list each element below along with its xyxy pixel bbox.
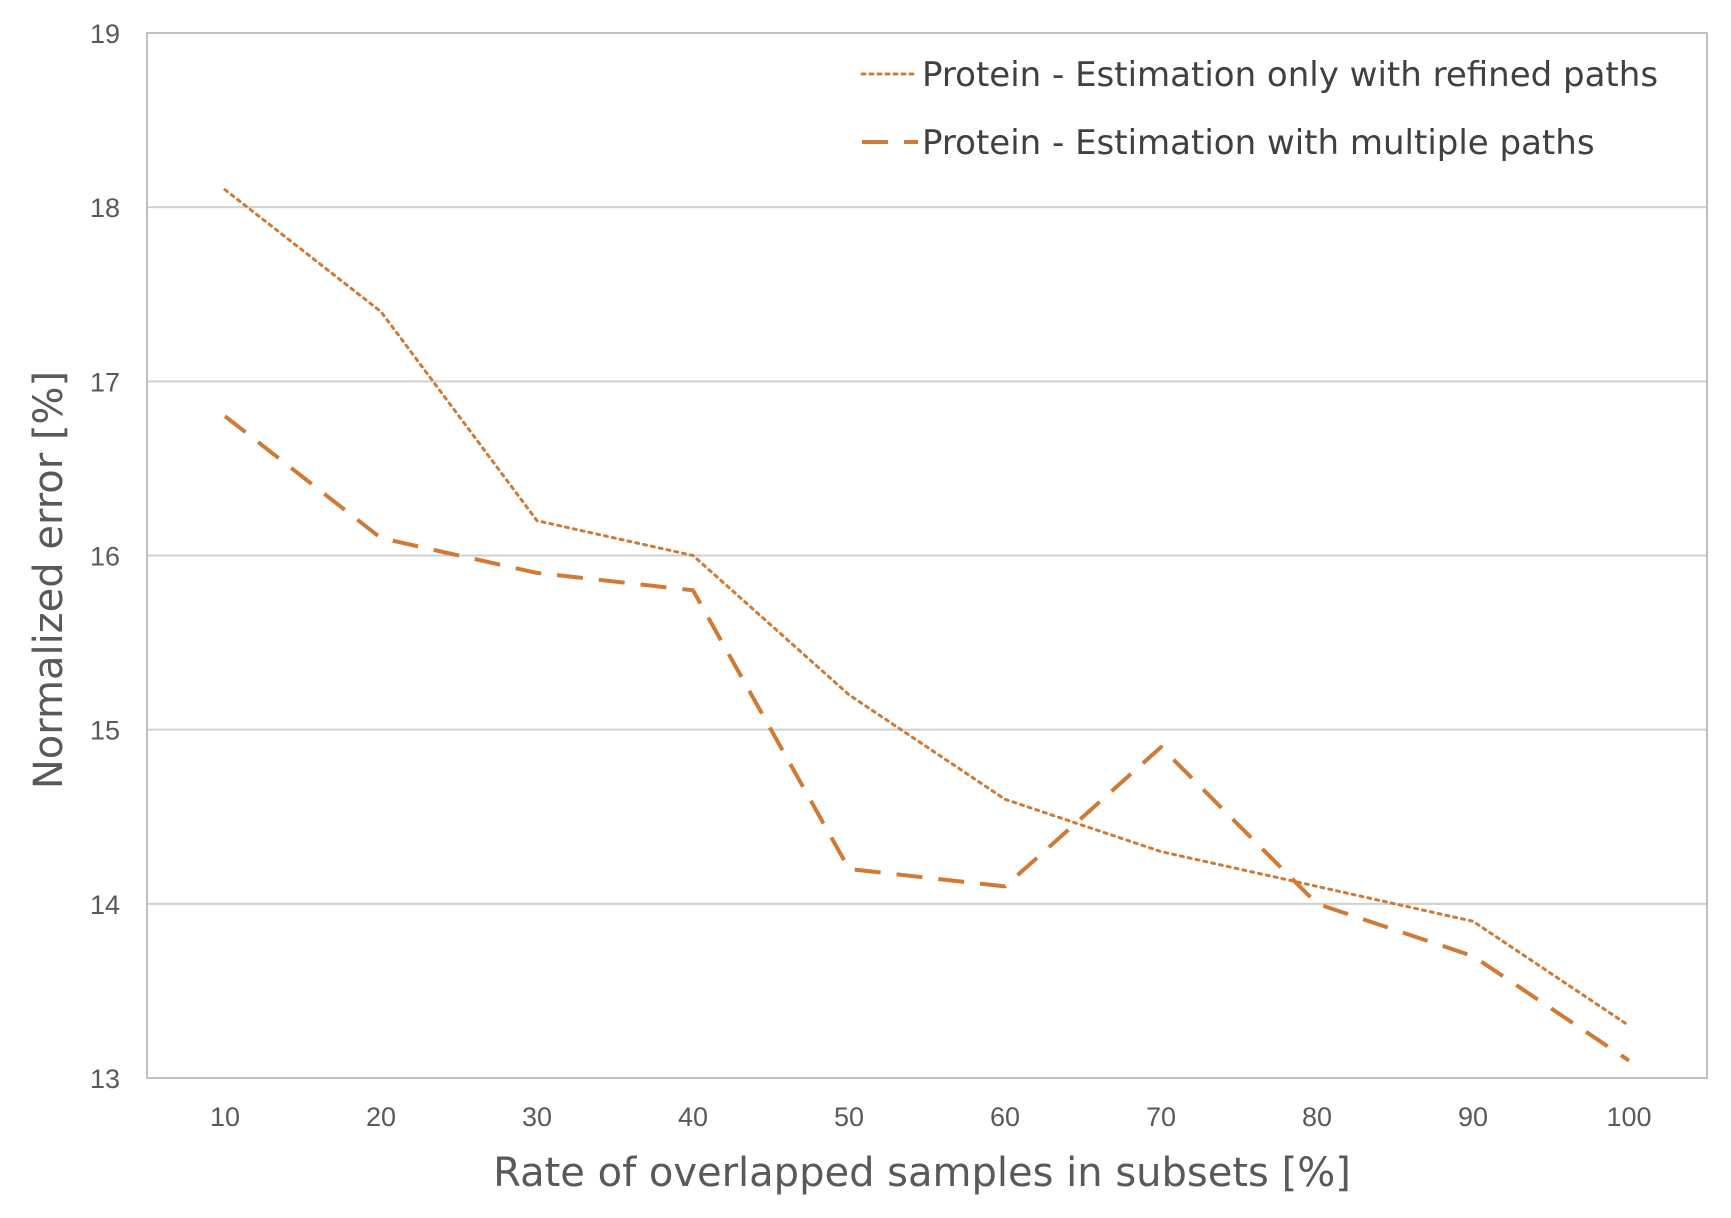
x-tick-label: 60	[990, 1102, 1020, 1132]
legend: Protein - Estimation only with refined p…	[860, 55, 1658, 163]
y-tick-label: 13	[90, 1064, 120, 1094]
y-tick-label: 17	[90, 367, 120, 397]
plot-border	[146, 32, 1708, 1079]
gridlines	[147, 32, 1707, 905]
y-tick-label: 19	[90, 19, 120, 49]
series-line-multiple-paths	[223, 414, 1631, 1063]
x-tick-label: 10	[210, 1102, 240, 1132]
x-tick-label: 20	[366, 1102, 396, 1132]
legend-label-multiple-paths: Protein - Estimation with multiple paths	[922, 123, 1595, 163]
x-tick-label: 90	[1458, 1102, 1488, 1132]
plot-frame	[146, 32, 1708, 1079]
x-tick-label: 70	[1146, 1102, 1176, 1132]
x-tick-label: 80	[1302, 1102, 1332, 1132]
legend-label-refined-paths: Protein - Estimation only with refined p…	[922, 55, 1658, 95]
x-tick-label: 40	[678, 1102, 708, 1132]
x-axis-title: Rate of overlapped samples in subsets [%…	[493, 1150, 1351, 1196]
x-tick-label: 50	[834, 1102, 864, 1132]
x-tick-label: 30	[522, 1102, 552, 1132]
y-tick-label: 15	[90, 716, 120, 746]
series-lines	[223, 188, 1631, 1063]
x-tick-labels: 10 20 30 40 50 60 70 80 90 100	[210, 1102, 1652, 1132]
y-tick-labels: 13 14 15 16 17 18 19	[90, 19, 120, 1094]
y-tick-label: 16	[90, 542, 120, 572]
y-tick-label: 14	[90, 890, 120, 920]
y-axis-title: Normalized error [%]	[26, 371, 72, 789]
series-line-refined-paths	[223, 188, 1631, 1028]
x-tick-label: 100	[1606, 1102, 1651, 1132]
y-tick-label: 18	[90, 193, 120, 223]
